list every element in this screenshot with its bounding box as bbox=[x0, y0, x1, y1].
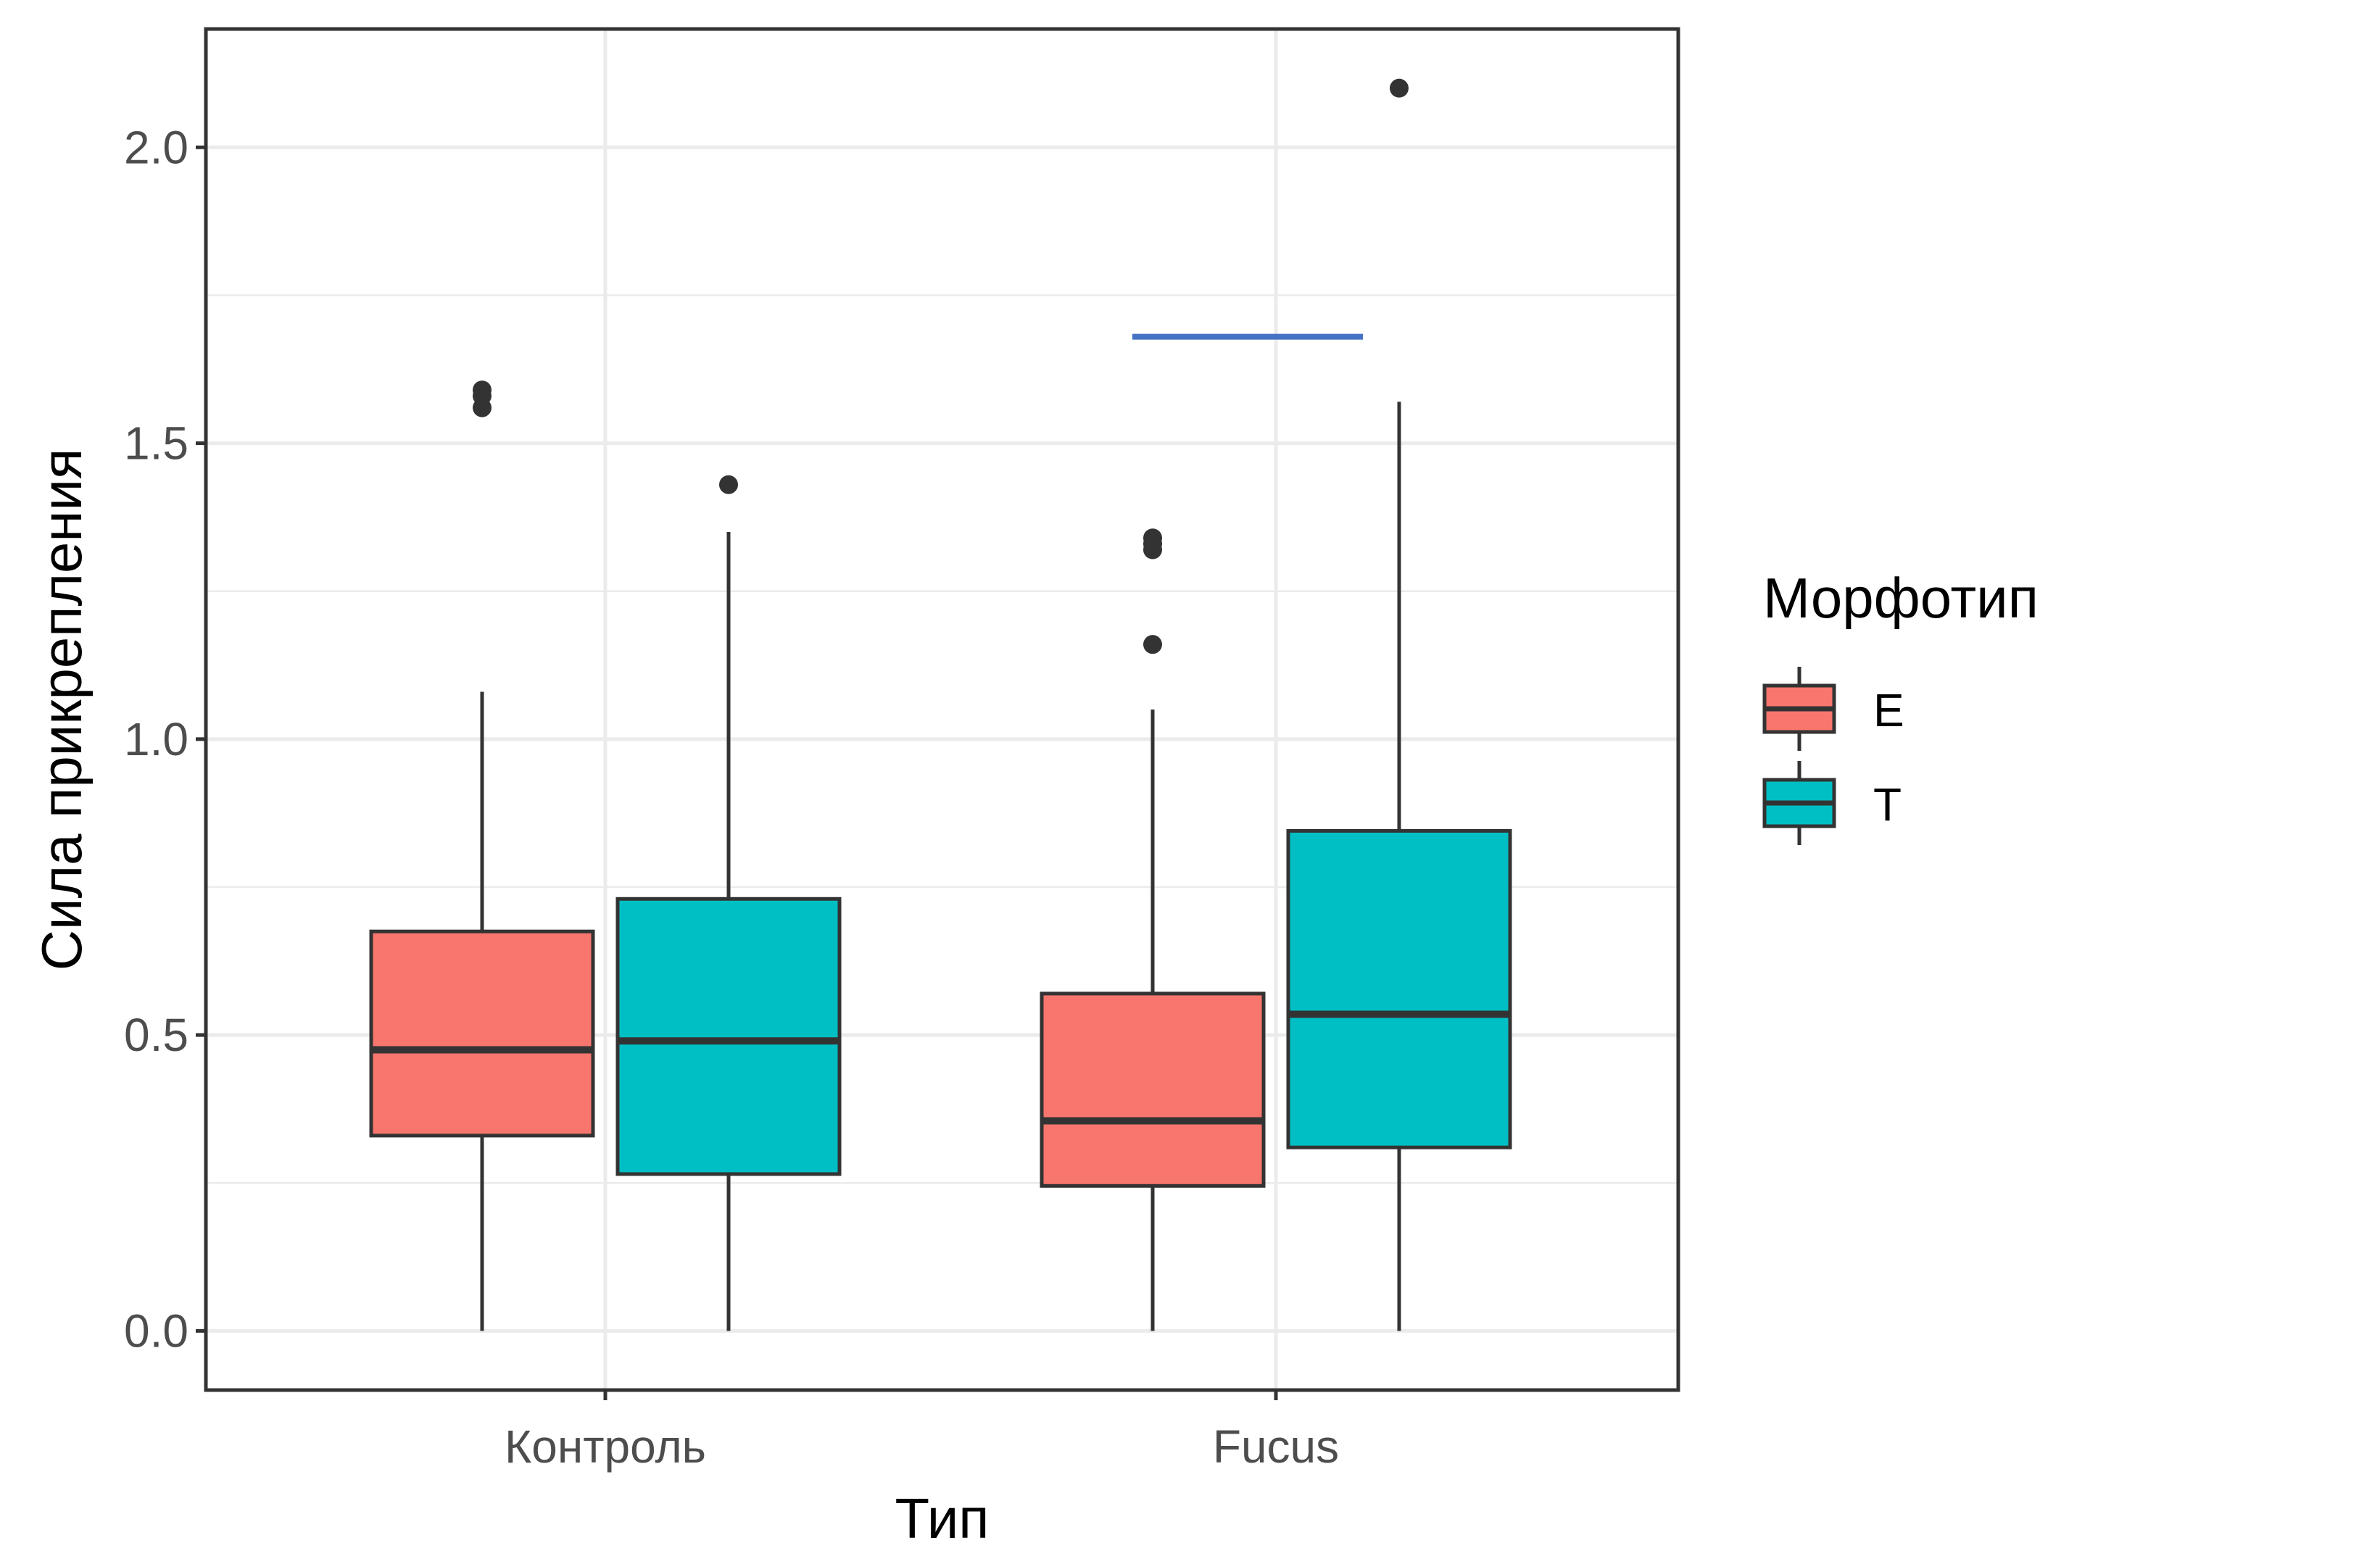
legend-label: E bbox=[1873, 684, 1904, 736]
y-tick-label: 1.5 bbox=[124, 417, 188, 470]
outlier-point bbox=[719, 475, 738, 494]
panel-border bbox=[204, 27, 1680, 1392]
legend: Морфотип ET bbox=[1762, 566, 2039, 845]
box-iqr bbox=[1040, 991, 1266, 1188]
x-tick-label: Fucus bbox=[1213, 1421, 1339, 1473]
axis-layer: 0.0 0.5 1.0 1.5 2.0 Контроль Fucus bbox=[124, 121, 1339, 1473]
x-tick-label: Контроль bbox=[505, 1421, 706, 1473]
box-iqr bbox=[1286, 828, 1512, 1149]
legend-title: Морфотип bbox=[1763, 566, 2039, 630]
legend-key-E: E bbox=[1762, 667, 1904, 751]
x-axis-title: Тип bbox=[895, 1486, 989, 1550]
outlier-point bbox=[473, 380, 492, 400]
y-tick-label: 0.0 bbox=[124, 1305, 188, 1357]
box-E-kontrol bbox=[369, 380, 595, 1331]
y-axis-title: Сила прикрепления bbox=[30, 449, 94, 971]
outlier-point bbox=[1143, 635, 1162, 654]
data-layer bbox=[369, 78, 1512, 1331]
legend-key-T: T bbox=[1762, 761, 1902, 845]
grid-layer bbox=[206, 29, 1678, 1390]
box-T-fucus bbox=[1286, 78, 1512, 1331]
y-tick-label: 0.5 bbox=[124, 1009, 188, 1061]
box-T-kontrol bbox=[615, 475, 842, 1331]
outlier-point bbox=[1390, 78, 1409, 98]
box-iqr bbox=[369, 929, 595, 1138]
outlier-point bbox=[1143, 528, 1162, 548]
box-iqr bbox=[615, 897, 842, 1176]
y-tick-label: 1.0 bbox=[124, 713, 188, 765]
box-E-fucus bbox=[1040, 528, 1266, 1331]
legend-label: T bbox=[1873, 778, 1902, 831]
y-tick-label: 2.0 bbox=[124, 121, 188, 173]
legend-keys: ET bbox=[1762, 667, 1904, 845]
